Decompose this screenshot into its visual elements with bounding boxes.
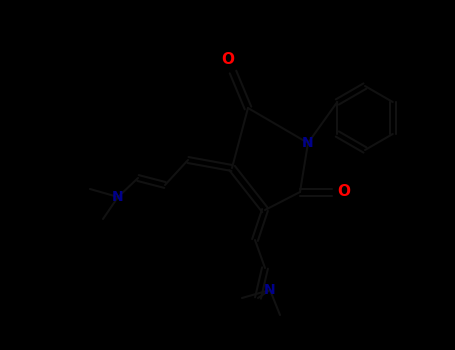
Text: N: N <box>112 190 124 204</box>
Text: N: N <box>264 283 276 297</box>
Text: O: O <box>222 52 234 68</box>
Text: N: N <box>302 136 314 150</box>
Text: O: O <box>338 184 350 200</box>
